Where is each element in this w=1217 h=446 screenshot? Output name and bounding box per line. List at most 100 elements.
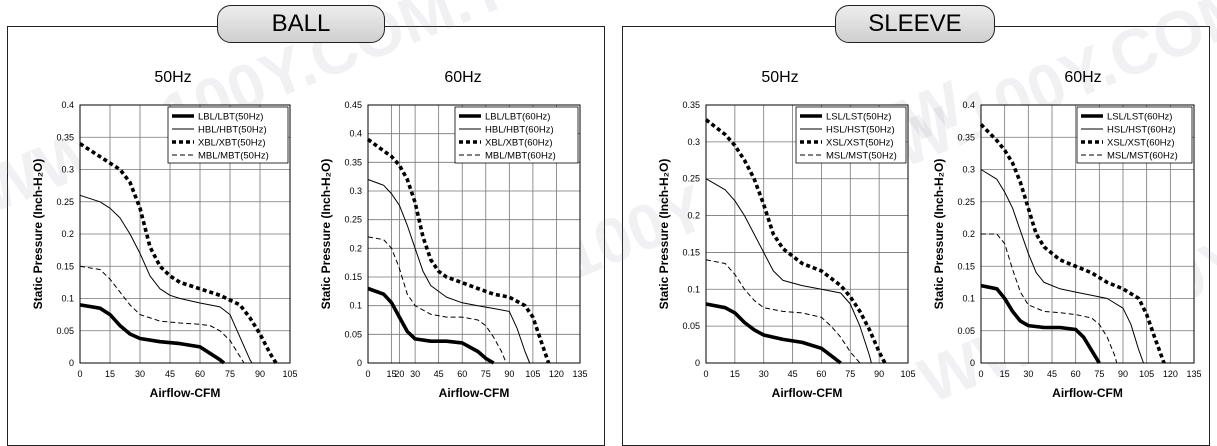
plot-frame <box>705 104 909 364</box>
x-tick-label: 30 <box>1023 369 1033 379</box>
y-tick-label: 0.15 <box>957 261 975 271</box>
x-tick-label: 0 <box>978 369 983 379</box>
legend-label: HBL/HBT(60Hz) <box>485 125 554 136</box>
y-tick-label: 0.05 <box>56 326 74 336</box>
sleeve-title-tab: SLEEVE <box>835 5 995 43</box>
y-tick-label: 0.25 <box>344 215 362 225</box>
legend-label: MBL/MBT(60Hz) <box>485 151 556 162</box>
legend-label: LBL/LBT(60Hz) <box>485 112 550 123</box>
x-tick-label: 60 <box>195 369 205 379</box>
legend-label: LBL/LBT(50Hz) <box>198 112 263 123</box>
series-line-1 <box>980 169 1144 364</box>
series-line-0 <box>79 303 226 365</box>
y-tick-label: 0.35 <box>957 132 975 142</box>
legend-label: LSL/LST(50Hz) <box>826 112 891 123</box>
x-tick-label: 15 <box>1000 369 1010 379</box>
y-axis-label: Static Pressure (Inch-H₂O) <box>319 159 333 310</box>
y-tick-label: 0 <box>695 358 700 368</box>
legend: LBL/LBT(60Hz) HBL/HBT(60Hz) XBL/XBT(60Hz) M… <box>454 106 579 164</box>
x-axis-label: Airflow-CFM <box>772 386 843 400</box>
x-tick-label: 105 <box>525 369 540 379</box>
y-tick-label: 0.05 <box>682 321 700 331</box>
x-tick-label: 30 <box>410 369 420 379</box>
x-tick-label: 15 <box>387 369 397 379</box>
series-line-2 <box>979 123 1166 364</box>
y-axis-label: Static Pressure (Inch-H₂O) <box>657 159 671 310</box>
ball-title: BALL <box>271 10 331 37</box>
x-tick-label: 90 <box>504 369 514 379</box>
x-axis-label: Airflow-CFM <box>150 386 221 400</box>
series-line-0 <box>705 302 842 365</box>
x-tick-label: 45 <box>788 369 798 379</box>
x-tick-label: 135 <box>572 369 587 379</box>
x-tick-label: 60 <box>457 369 467 379</box>
legend-label: XBL/XBT(60Hz) <box>485 138 553 149</box>
legend-label: MSL/MST(50Hz) <box>826 151 897 162</box>
series-line-2 <box>366 137 551 364</box>
x-tick-label: 105 <box>900 369 915 379</box>
series-line-0 <box>980 283 1101 364</box>
legend-label: MBL/MBT(50Hz) <box>198 151 269 162</box>
series-line-1 <box>79 194 253 364</box>
x-axis-label: Airflow-CFM <box>1052 386 1123 400</box>
y-tick-label: 0.3 <box>349 186 362 196</box>
y-tick-label: 0.4 <box>61 100 74 110</box>
legend-label: LSL/LST(60Hz) <box>1107 112 1172 123</box>
y-tick-label: 0.2 <box>687 211 700 221</box>
legend: LSL/LST(50Hz) HSL/HST(50Hz) XSL/XST(50Hz) M… <box>795 106 907 164</box>
x-tick-label: 135 <box>1186 369 1201 379</box>
legend-label: XBL/XBT(50Hz) <box>198 138 266 149</box>
series-line-3 <box>705 259 861 364</box>
x-tick-label: 60 <box>816 369 826 379</box>
x-tick-label: 0 <box>77 369 82 379</box>
x-axis-label: Airflow-CFM <box>439 386 510 400</box>
ball-title-tab: BALL <box>217 5 385 43</box>
y-tick-label: 0.4 <box>349 129 362 139</box>
x-tick-label: 75 <box>1094 369 1104 379</box>
series-line-1 <box>367 179 531 364</box>
y-tick-label: 0.15 <box>344 272 362 282</box>
y-tick-label: 0.2 <box>349 243 362 253</box>
y-tick-label: 0.25 <box>56 197 74 207</box>
legend-label: MSL/MST(60Hz) <box>1107 151 1178 162</box>
y-tick-label: 0.05 <box>344 329 362 339</box>
series-line-3 <box>981 233 1118 364</box>
x-tick-label: 90 <box>874 369 884 379</box>
x-tick-label: 90 <box>255 369 265 379</box>
y-tick-label: 0.1 <box>962 294 975 304</box>
plot-frame <box>79 104 291 364</box>
legend-label: HSL/HST(50Hz) <box>826 125 895 136</box>
y-tick-label: 0.3 <box>61 165 74 175</box>
y-tick-label: 0 <box>357 358 362 368</box>
legend: LBL/LBT(50Hz) HBL/HBT(50Hz) XBL/XBT(50Hz) M… <box>167 106 289 164</box>
y-tick-label: 0.05 <box>957 326 975 336</box>
x-tick-label: 15 <box>730 369 740 379</box>
y-tick-label: 0.1 <box>349 301 362 311</box>
y-tick-label: 0.1 <box>61 294 74 304</box>
y-tick-label: 0.35 <box>344 157 362 167</box>
x-tick-label: 90 <box>1118 369 1128 379</box>
legend-label: HSL/HST(60Hz) <box>1107 125 1176 136</box>
legend-label: XSL/XST(60Hz) <box>1107 138 1175 149</box>
y-tick-label: 0.3 <box>962 165 975 175</box>
x-tick-label: 75 <box>225 369 235 379</box>
x-tick-label: 120 <box>1163 369 1178 379</box>
y-tick-label: 0.3 <box>687 137 700 147</box>
x-tick-label: 75 <box>481 369 491 379</box>
x-tick-label: 105 <box>1139 369 1154 379</box>
chart-0: 50Hz 0 15 30 45 60 75 90 105 0 0.05 0.1 0.15 0.2 0.25 0… <box>31 69 298 400</box>
chart-title: 50Hz <box>761 69 798 86</box>
y-tick-label: 0.35 <box>56 132 74 142</box>
y-tick-label: 0.15 <box>682 247 700 257</box>
y-tick-label: 0.35 <box>682 100 700 110</box>
y-tick-label: 0.45 <box>344 100 362 110</box>
x-tick-label: 30 <box>759 369 769 379</box>
x-tick-label: 45 <box>434 369 444 379</box>
y-tick-label: 0.2 <box>962 229 975 239</box>
series-line-0 <box>367 286 495 365</box>
y-axis-label: Static Pressure (Inch-H₂O) <box>932 159 946 310</box>
x-tick-label: 45 <box>165 369 175 379</box>
series-line-2 <box>704 118 887 364</box>
x-tick-label: 120 <box>549 369 564 379</box>
